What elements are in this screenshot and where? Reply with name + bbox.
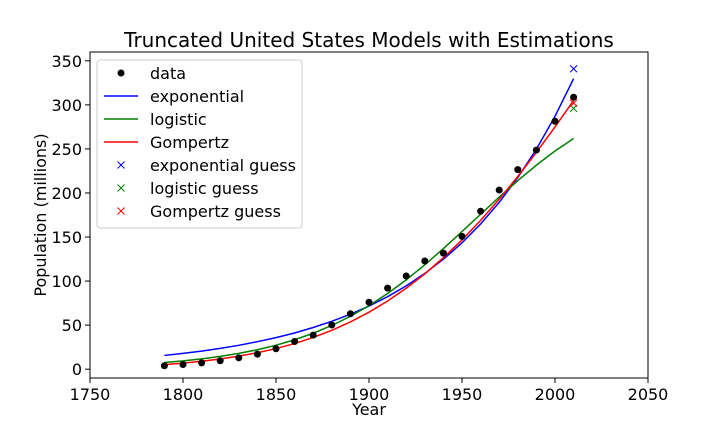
- y-tick-label: 50: [62, 316, 82, 335]
- x-axis: 1750 1800 1850 1900 1950 2000 2050: [70, 378, 669, 404]
- y-axis: 0 50 100 150 200 250 300 350: [51, 52, 90, 379]
- legend-marker: [117, 207, 125, 215]
- y-tick-label: 300: [51, 96, 82, 115]
- data-point: [570, 93, 578, 101]
- y-tick-label: 250: [51, 140, 82, 159]
- points-layer: [160, 93, 578, 370]
- data-point: [532, 146, 540, 154]
- x-tick-label: 1750: [70, 385, 111, 404]
- x-tick-label: 2000: [535, 385, 576, 404]
- data-point: [346, 310, 354, 318]
- x-tick-label: 1950: [442, 385, 483, 404]
- legend-label: Gompertz guess: [150, 202, 281, 221]
- y-tick-label: 350: [51, 52, 82, 71]
- x-tick-label: 1900: [349, 385, 390, 404]
- legend-label: Gompertz: [150, 133, 229, 152]
- y-tick-label: 100: [51, 272, 82, 291]
- data-point: [384, 284, 392, 292]
- data-point: [179, 361, 187, 369]
- data-point: [365, 298, 373, 306]
- guess-layer: [569, 64, 578, 113]
- y-tick-label: 150: [51, 228, 82, 247]
- legend-item: logistic: [104, 110, 207, 129]
- legend-label: exponential guess: [150, 156, 296, 175]
- data-point: [495, 186, 503, 194]
- legend-item: Gompertz: [104, 133, 229, 152]
- data-point: [328, 321, 336, 329]
- data-point: [216, 357, 224, 365]
- data-point: [439, 249, 447, 257]
- legend: data exponential logistic Gompertz exponenti…: [96, 59, 303, 229]
- chart-title: Truncated United States Models with Esti…: [123, 28, 614, 52]
- y-tick-label: 200: [51, 184, 82, 203]
- exponential-guess-marker: [569, 64, 578, 73]
- legend-item: data: [117, 64, 186, 83]
- x-tick-label: 1850: [256, 385, 297, 404]
- x-tick-label: 2050: [628, 385, 669, 404]
- data-point: [272, 345, 280, 353]
- data-point: [253, 350, 261, 358]
- gompertz-guess-marker: [569, 99, 578, 107]
- data-point: [477, 207, 485, 215]
- data-point: [291, 338, 299, 346]
- data-point: [198, 359, 206, 367]
- series-line-gompertz: [164, 100, 575, 366]
- legend-marker: [117, 69, 125, 77]
- legend-item: Gompertz guess: [117, 202, 281, 221]
- y-axis-label: Population (millions): [31, 133, 50, 296]
- legend-label: logistic: [150, 110, 207, 129]
- data-point: [402, 272, 410, 280]
- legend-box: [96, 59, 303, 229]
- data-point: [160, 362, 168, 370]
- data-point: [551, 117, 559, 125]
- legend-label: exponential: [150, 87, 244, 106]
- data-point: [309, 331, 317, 339]
- legend-item: exponential guess: [117, 156, 296, 175]
- data-point: [514, 166, 522, 174]
- legend-item: exponential: [104, 87, 244, 106]
- legend-marker: [117, 161, 125, 169]
- x-tick-label: 1800: [163, 385, 204, 404]
- legend-label: logistic guess: [150, 179, 259, 198]
- legend-item: logistic guess: [117, 179, 259, 198]
- legend-label: data: [150, 64, 186, 83]
- data-point: [235, 354, 243, 362]
- data-point: [421, 257, 429, 265]
- x-axis-label: Year: [351, 400, 386, 419]
- legend-marker: [117, 184, 125, 192]
- data-point: [458, 232, 466, 240]
- y-tick-label: 0: [72, 360, 82, 379]
